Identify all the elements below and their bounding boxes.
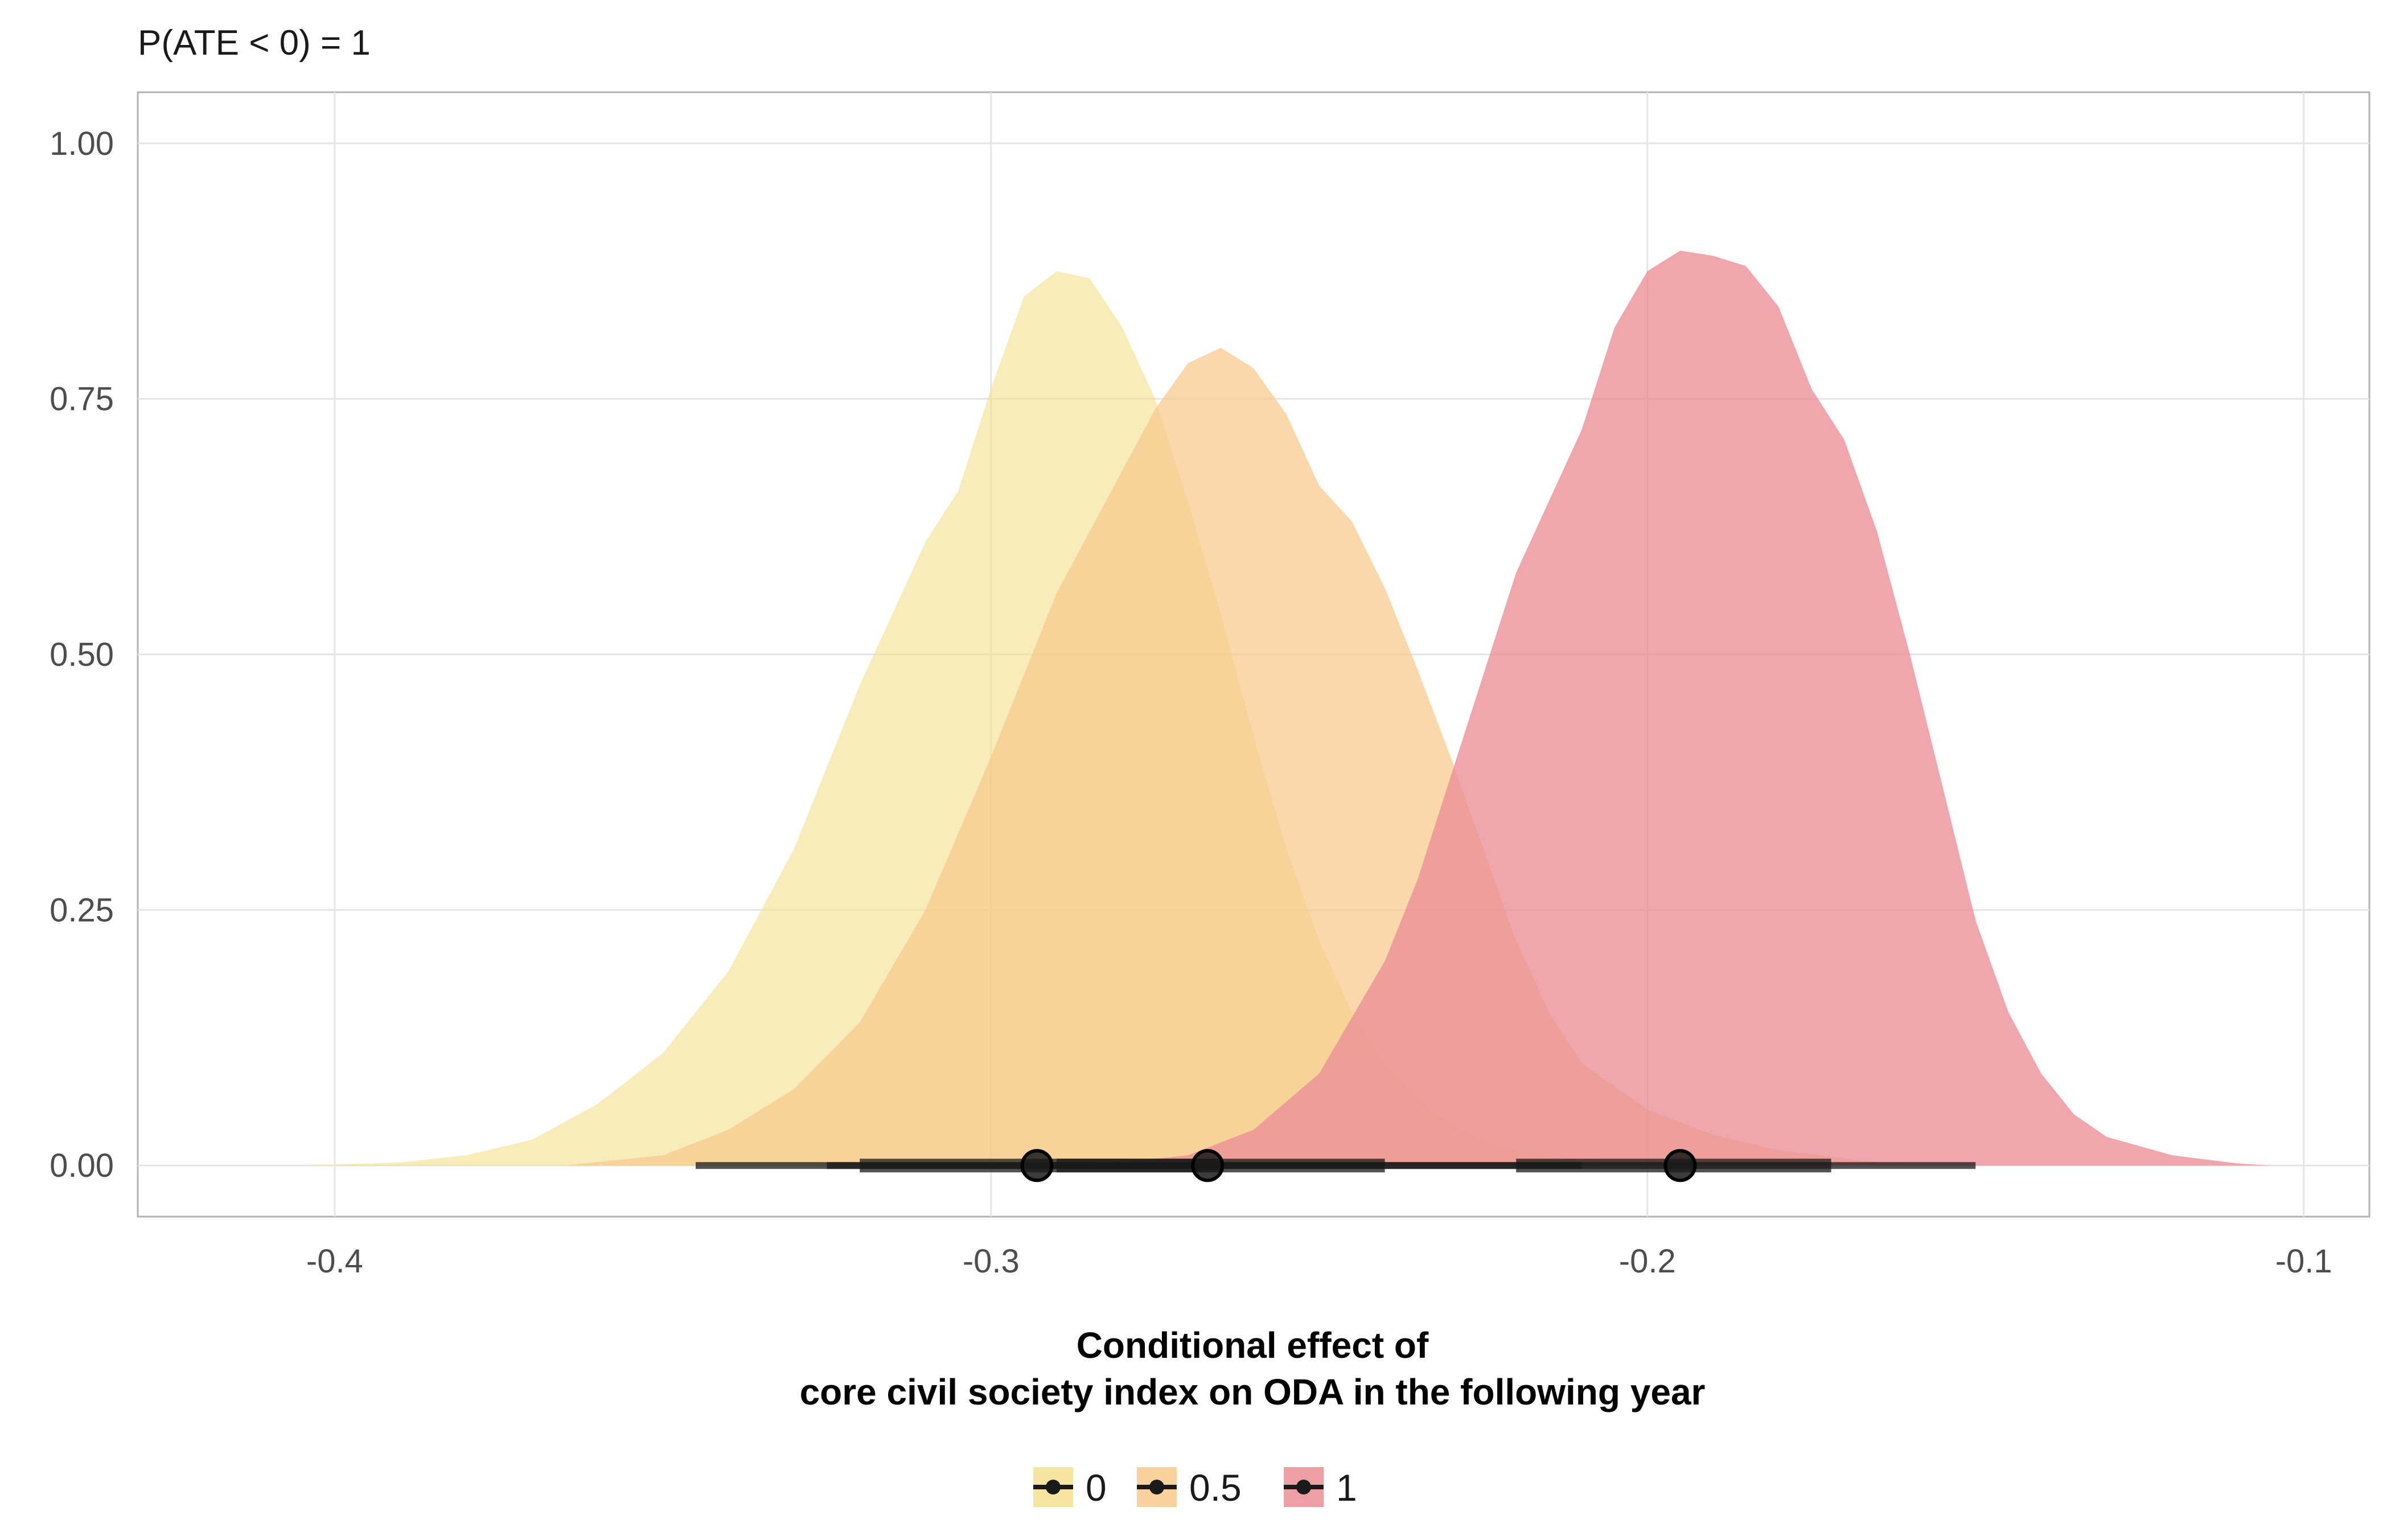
point-estimate-1 [1191,1149,1225,1182]
legend-key-point-2 [1296,1480,1311,1494]
legend-label-0: 0 [1086,1467,1107,1509]
y-tick-label-1: 0.25 [50,892,114,929]
x-tick-label-0: -0.4 [306,1243,363,1280]
legend-label-1: 0.5 [1189,1467,1242,1509]
legend-label-2: 1 [1336,1467,1357,1509]
legend-key-point-1 [1149,1480,1164,1494]
density-area-2 [1089,250,2271,1166]
y-tick-label-2: 0.50 [50,636,114,674]
x-tick-label-3: -0.1 [2275,1243,2332,1280]
y-tick-label-4: 1.00 [50,125,114,162]
x-axis-label-line1: Conditional effect of [1077,1325,1429,1366]
density-areas [302,250,2271,1166]
x-tick-labels: -0.4 -0.3 -0.2 -0.1 [306,1243,2332,1280]
y-tick-label-3: 0.75 [50,381,114,418]
density-area-1 [564,347,1910,1166]
y-tick-label-0: 0.00 [50,1147,114,1184]
x-tick-label-1: -0.3 [963,1243,1020,1280]
x-axis-label-line2: core civil society index on ODA in the f… [800,1371,1706,1412]
x-tick-label-2: -0.2 [1619,1243,1676,1280]
chart-subtitle: P(ATE < 0) = 1 [138,23,371,63]
y-tick-labels: 0.00 0.25 0.50 0.75 1.00 [50,125,114,1184]
legend-key-point-0 [1046,1480,1061,1494]
point-estimates [1020,1149,1697,1182]
point-estimate-0 [1020,1149,1054,1182]
legend: 0 0.5 1 [1033,1467,1357,1509]
point-estimate-2 [1663,1149,1697,1182]
